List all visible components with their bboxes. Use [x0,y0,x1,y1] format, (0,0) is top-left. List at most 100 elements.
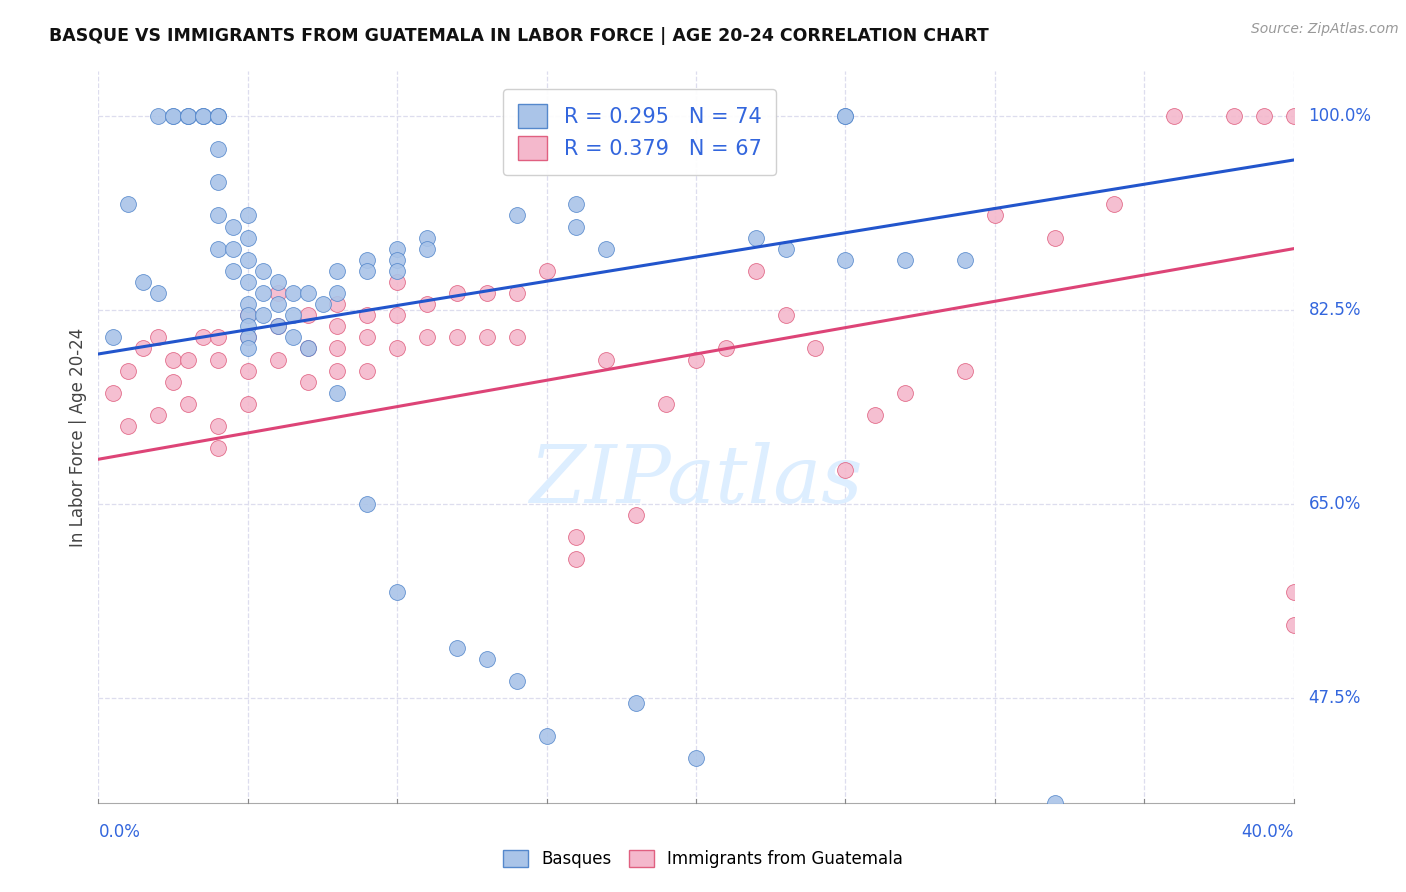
Point [685,751,707,765]
Point [207,209,229,223]
Point [446,330,468,344]
Point [326,363,349,377]
Point [714,342,737,356]
Point [297,342,319,356]
Point [177,397,200,411]
Point [177,109,200,123]
Point [595,242,617,256]
Point [117,197,139,211]
Point [162,109,184,123]
Point [326,297,349,311]
Point [356,308,378,322]
Point [222,264,245,278]
Point [236,397,259,411]
Point [1282,618,1305,632]
Point [326,385,349,400]
Point [191,109,214,123]
Point [385,242,409,256]
Text: 82.5%: 82.5% [1309,301,1361,318]
Point [207,441,229,455]
Point [222,219,245,234]
Point [834,109,856,123]
Point [1282,585,1305,599]
Point [207,352,229,367]
Point [236,342,259,356]
Point [536,729,558,743]
Point [148,330,170,344]
Point [297,342,319,356]
Point [804,342,827,356]
Point [103,385,125,400]
Point [356,252,378,267]
Point [326,264,349,278]
Point [236,308,259,322]
Point [252,285,274,300]
Point [207,109,229,123]
Point [207,419,229,434]
Text: Source: ZipAtlas.com: Source: ZipAtlas.com [1251,22,1399,37]
Point [626,508,648,522]
Point [162,375,184,389]
Legend: R = 0.295   N = 74, R = 0.379   N = 67: R = 0.295 N = 74, R = 0.379 N = 67 [503,89,776,175]
Point [1104,197,1126,211]
Point [148,109,170,123]
Point [385,308,409,322]
Point [1043,796,1066,810]
Point [267,319,290,334]
Point [475,285,498,300]
Point [236,230,259,244]
Legend: Basques, Immigrants from Guatemala: Basques, Immigrants from Guatemala [496,843,910,875]
Point [191,330,214,344]
Point [236,275,259,289]
Point [267,352,290,367]
Point [685,352,707,367]
Point [267,275,290,289]
Point [506,209,529,223]
Point [326,319,349,334]
Point [953,252,976,267]
Text: 47.5%: 47.5% [1309,689,1361,706]
Y-axis label: In Labor Force | Age 20-24: In Labor Force | Age 20-24 [69,327,87,547]
Point [297,375,319,389]
Point [416,330,439,344]
Point [416,242,439,256]
Point [297,308,319,322]
Point [745,230,768,244]
Point [865,408,887,422]
Point [834,252,856,267]
Point [446,285,468,300]
Point [385,252,409,267]
Point [745,264,768,278]
Point [252,264,274,278]
Text: 65.0%: 65.0% [1309,494,1361,513]
Point [506,285,529,300]
Point [953,363,976,377]
Point [385,275,409,289]
Point [385,342,409,356]
Point [117,363,139,377]
Point [207,142,229,156]
Point [1253,109,1275,123]
Point [236,330,259,344]
Point [506,673,529,688]
Text: 100.0%: 100.0% [1309,107,1371,125]
Point [236,308,259,322]
Point [1043,230,1066,244]
Point [385,264,409,278]
Point [446,640,468,655]
Point [1282,109,1305,123]
Point [236,319,259,334]
Point [236,252,259,267]
Point [236,363,259,377]
Point [207,109,229,123]
Point [536,264,558,278]
Point [103,330,125,344]
Point [207,109,229,123]
Point [162,109,184,123]
Point [207,330,229,344]
Point [565,219,588,234]
Point [356,264,378,278]
Point [177,109,200,123]
Point [252,308,274,322]
Point [595,352,617,367]
